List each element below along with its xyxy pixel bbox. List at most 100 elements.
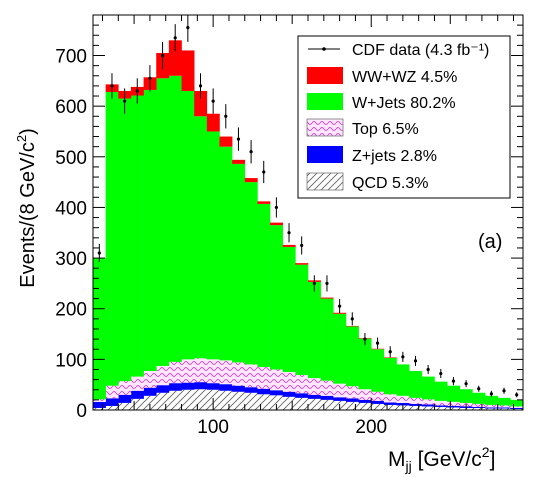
bar bbox=[105, 398, 119, 406]
bar bbox=[118, 98, 132, 382]
bar bbox=[409, 371, 423, 398]
data-point bbox=[477, 387, 481, 391]
bar bbox=[282, 246, 296, 373]
legend-entry: W+Jets 80.2% bbox=[307, 93, 456, 112]
bar bbox=[181, 359, 195, 383]
bar bbox=[130, 95, 144, 377]
bar bbox=[257, 388, 271, 395]
bar bbox=[472, 403, 486, 407]
bar bbox=[345, 398, 359, 402]
bar bbox=[232, 163, 246, 363]
bar bbox=[105, 91, 119, 386]
bar bbox=[421, 404, 435, 407]
bar bbox=[345, 326, 359, 387]
bar bbox=[181, 50, 195, 91]
legend-swatch bbox=[306, 118, 344, 137]
bar bbox=[93, 407, 106, 410]
bar bbox=[232, 391, 246, 410]
bar bbox=[130, 376, 144, 391]
bar bbox=[219, 390, 233, 410]
data-point bbox=[173, 36, 177, 40]
bar bbox=[409, 403, 423, 406]
data-point bbox=[160, 53, 165, 58]
bar bbox=[244, 364, 258, 388]
bar bbox=[472, 392, 486, 404]
bar bbox=[295, 375, 309, 394]
bar bbox=[168, 361, 182, 384]
y-tick-label: 300 bbox=[55, 249, 87, 270]
x-tick-label: 100 bbox=[197, 417, 229, 438]
bar bbox=[105, 385, 119, 399]
data-point bbox=[515, 393, 519, 397]
bar bbox=[244, 178, 258, 183]
bar bbox=[345, 386, 359, 399]
y-tick-label: 600 bbox=[55, 97, 87, 118]
data-point bbox=[464, 382, 468, 386]
bar bbox=[421, 406, 435, 410]
bar bbox=[282, 391, 296, 397]
y-tick-label: 500 bbox=[55, 148, 87, 169]
bar bbox=[168, 390, 182, 410]
bar bbox=[308, 281, 321, 379]
data-point bbox=[426, 367, 430, 372]
data-point bbox=[325, 281, 329, 285]
bar bbox=[295, 264, 309, 376]
data-point bbox=[211, 99, 215, 103]
bar bbox=[485, 395, 499, 405]
bar bbox=[459, 389, 473, 403]
bar bbox=[93, 399, 106, 402]
data-point bbox=[312, 281, 316, 285]
bar bbox=[396, 364, 410, 396]
legend-entry: Z+jets 2.8% bbox=[307, 146, 437, 165]
bar bbox=[105, 405, 119, 410]
bar bbox=[206, 113, 220, 132]
bar bbox=[194, 116, 208, 359]
bar bbox=[232, 159, 246, 164]
bar bbox=[118, 381, 132, 395]
bar bbox=[421, 376, 435, 400]
legend-label: W+Jets 80.2% bbox=[352, 95, 456, 112]
bar bbox=[485, 408, 499, 410]
bar bbox=[434, 381, 448, 401]
bar bbox=[206, 359, 220, 384]
bar bbox=[333, 397, 347, 401]
data-point bbox=[123, 99, 127, 103]
bar bbox=[371, 391, 385, 401]
bar bbox=[497, 405, 511, 408]
data-point bbox=[338, 304, 342, 308]
bar bbox=[295, 397, 309, 410]
bar bbox=[472, 407, 486, 410]
legend-entry: Top 6.5% bbox=[306, 118, 419, 138]
bar bbox=[257, 203, 271, 367]
data-point bbox=[198, 84, 203, 88]
data-point bbox=[300, 243, 304, 248]
bar bbox=[371, 400, 385, 404]
x-axis-label: Mjj [GeV/c2] bbox=[388, 444, 495, 474]
bar bbox=[257, 394, 271, 410]
bar bbox=[118, 394, 132, 403]
bar bbox=[194, 90, 208, 117]
bar bbox=[168, 383, 182, 391]
data-points bbox=[97, 15, 519, 398]
bar bbox=[130, 398, 144, 410]
series-z-jets-2-8 bbox=[93, 382, 523, 409]
bar bbox=[320, 395, 334, 400]
bar bbox=[383, 357, 397, 395]
bar bbox=[345, 401, 359, 410]
data-point bbox=[502, 389, 506, 393]
bar bbox=[93, 401, 106, 408]
y-tick-label: 200 bbox=[55, 300, 87, 321]
bar bbox=[434, 400, 448, 406]
bar bbox=[383, 394, 397, 403]
bar bbox=[244, 387, 258, 393]
legend-label: Z+jets 2.8% bbox=[352, 148, 437, 165]
x-tick-label: 200 bbox=[355, 417, 387, 438]
bar bbox=[270, 369, 284, 391]
bar bbox=[345, 325, 359, 327]
bar bbox=[295, 263, 309, 265]
y-axis-label: Events/(8 GeV/c2) bbox=[14, 128, 39, 288]
data-point bbox=[262, 170, 266, 174]
bar bbox=[270, 225, 284, 370]
bar bbox=[232, 385, 246, 392]
bar bbox=[409, 397, 423, 404]
